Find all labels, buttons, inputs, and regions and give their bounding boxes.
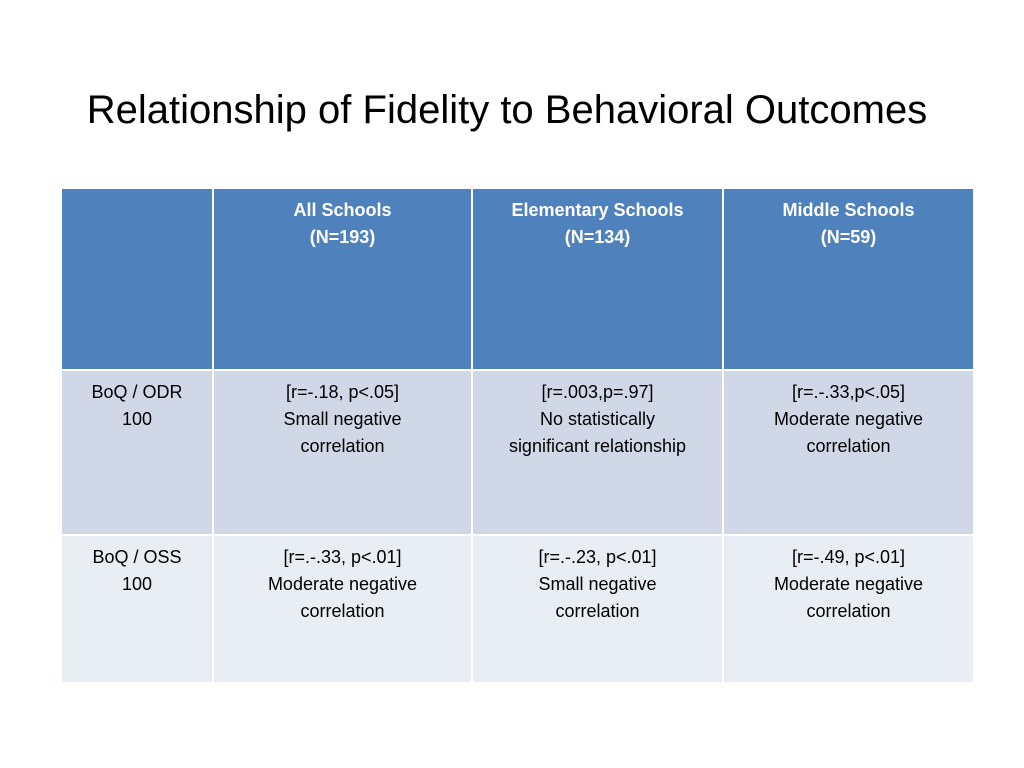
header-elementary-schools-n: (N=134) <box>564 227 631 247</box>
row-label-line1: BoQ / ODR <box>91 382 183 402</box>
row-label-line1: BoQ / OSS <box>92 547 182 567</box>
cell-desc: correlation <box>300 601 385 621</box>
table-cell: [r=.003,p=.97] No statistically signific… <box>471 369 724 536</box>
row-label-boq-odr: BoQ / ODR 100 <box>60 369 214 536</box>
cell-stat: [r=-.18, p<.05] <box>285 382 400 402</box>
table-cell: [r=.-.33, p<.01] Moderate negative corre… <box>212 534 473 684</box>
slide-title: Relationship of Fidelity to Behavioral O… <box>86 88 928 132</box>
table-cell: [r=.-.33,p<.05] Moderate negative correl… <box>722 369 975 536</box>
header-all-schools-label: All Schools <box>293 200 392 220</box>
cell-desc: correlation <box>806 601 891 621</box>
header-elementary-schools-label: Elementary Schools <box>511 200 684 220</box>
cell-desc: correlation <box>555 601 640 621</box>
table-cell: [r=-.18, p<.05] Small negative correlati… <box>212 369 473 536</box>
cell-desc: Small negative <box>538 574 657 594</box>
header-middle-schools: Middle Schools (N=59) <box>722 187 975 371</box>
cell-stat: [r=.-.33, p<.01] <box>283 547 402 567</box>
cell-desc: Moderate negative <box>773 574 924 594</box>
header-empty-cell <box>60 187 214 371</box>
table-row: BoQ / ODR 100 [r=-.18, p<.05] Small nega… <box>60 369 975 536</box>
table-cell: [r=.-.23, p<.01] Small negative correlat… <box>471 534 724 684</box>
cell-stat: [r=.-.33,p<.05] <box>791 382 906 402</box>
cell-desc: No statistically <box>539 409 656 429</box>
cell-desc: significant relationship <box>508 436 687 456</box>
header-middle-schools-n: (N=59) <box>820 227 877 247</box>
cell-stat: [r=.-.23, p<.01] <box>538 547 657 567</box>
row-label-boq-oss: BoQ / OSS 100 <box>60 534 214 684</box>
header-all-schools-n: (N=193) <box>309 227 376 247</box>
cell-stat: [r=.003,p=.97] <box>541 382 654 402</box>
header-elementary-schools: Elementary Schools (N=134) <box>471 187 724 371</box>
cell-desc: correlation <box>806 436 891 456</box>
cell-desc: correlation <box>300 436 385 456</box>
cell-desc: Moderate negative <box>773 409 924 429</box>
row-label-line2: 100 <box>121 409 153 429</box>
cell-desc: Moderate negative <box>267 574 418 594</box>
header-middle-schools-label: Middle Schools <box>782 200 915 220</box>
header-all-schools: All Schools (N=193) <box>212 187 473 371</box>
row-label-line2: 100 <box>121 574 153 594</box>
table-header-row: All Schools (N=193) Elementary Schools (… <box>60 187 975 371</box>
cell-stat: [r=-.49, p<.01] <box>791 547 906 567</box>
table-cell: [r=-.49, p<.01] Moderate negative correl… <box>722 534 975 684</box>
table-row: BoQ / OSS 100 [r=.-.33, p<.01] Moderate … <box>60 534 975 684</box>
cell-desc: Small negative <box>283 409 402 429</box>
outcomes-table: All Schools (N=193) Elementary Schools (… <box>60 187 975 684</box>
